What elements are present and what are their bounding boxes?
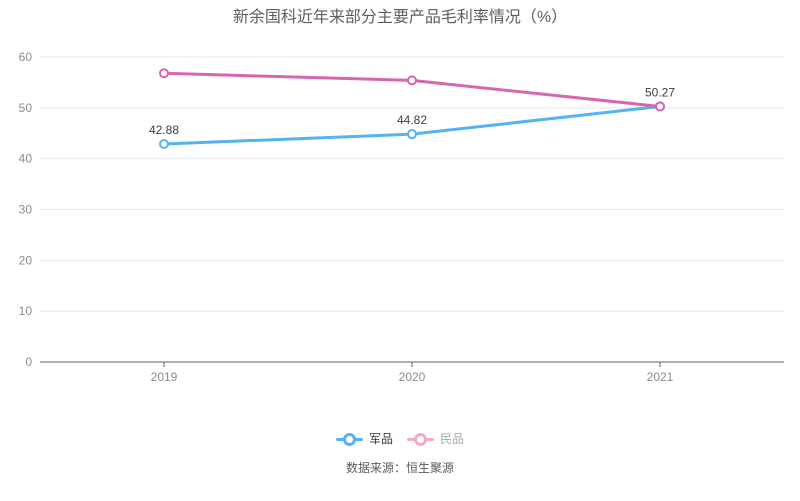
legend-item-civilian-products[interactable]: 民品 (407, 431, 464, 447)
data-point[interactable] (159, 139, 169, 150)
y-tick-label: 50 (19, 101, 33, 115)
line-series-marker-icon (335, 432, 363, 446)
y-tick-label: 20 (19, 253, 33, 267)
x-tick-label: 2021 (647, 370, 674, 384)
legend-circle (414, 432, 427, 446)
line-series-marker-icon (407, 432, 434, 446)
x-tick-label: 2019 (151, 370, 178, 384)
data-point[interactable] (159, 68, 169, 79)
data-point-label: 44.82 (397, 113, 427, 127)
line-chart-canvas: 0 10 20 30 40 50 60 2019 2020 2021 42.88 44.82 50.27 (19, 50, 784, 384)
chart-legend: 军品 民品 (0, 431, 800, 447)
data-point[interactable] (655, 101, 665, 112)
legend-label: 民品 (440, 432, 465, 446)
legend-item-military-products[interactable]: 军品 (335, 431, 393, 447)
y-tick-label: 10 (19, 304, 33, 318)
chart-title: 新余国科近年来部分主要产品毛利率情况（%） (232, 9, 568, 26)
data-point[interactable] (407, 129, 417, 140)
data-point-label: 42.88 (149, 123, 179, 137)
data-source-note: 数据来源：恒生聚源 (345, 461, 454, 475)
legend-label: 军品 (368, 432, 393, 446)
y-tick-label: 30 (19, 203, 33, 217)
y-tick-label: 40 (19, 152, 33, 166)
y-tick-label: 60 (19, 50, 33, 64)
data-point-label: 50.27 (645, 85, 675, 99)
legend-circle (342, 432, 356, 446)
data-point[interactable] (407, 75, 417, 86)
x-tick-label: 2020 (399, 370, 426, 384)
y-tick-label: 0 (25, 355, 32, 369)
